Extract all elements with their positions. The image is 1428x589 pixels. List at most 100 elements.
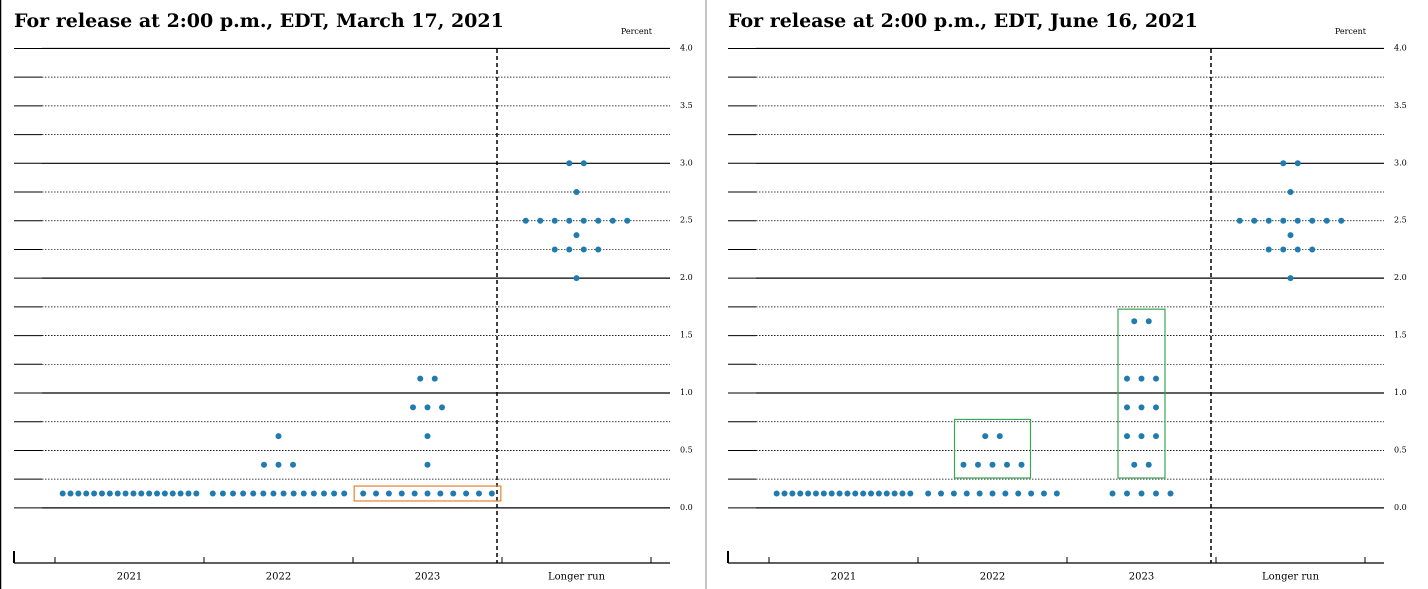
y-tick-label: 1.0 bbox=[680, 388, 693, 397]
dot bbox=[1251, 217, 1258, 224]
x-tick-label: 2021 bbox=[117, 572, 142, 583]
dot bbox=[83, 490, 90, 497]
dot bbox=[398, 490, 405, 497]
dot bbox=[488, 490, 495, 497]
dot bbox=[154, 490, 161, 497]
dot bbox=[230, 490, 237, 497]
dot bbox=[193, 490, 200, 497]
dot bbox=[130, 490, 137, 497]
dot bbox=[1053, 490, 1060, 497]
dot bbox=[1138, 433, 1145, 440]
dot bbox=[624, 217, 631, 224]
dot bbox=[424, 433, 431, 440]
dot bbox=[114, 490, 121, 497]
dot bbox=[424, 490, 431, 497]
dot bbox=[812, 490, 819, 497]
dot bbox=[161, 490, 168, 497]
dot bbox=[122, 490, 129, 497]
y-tick-label: 3.0 bbox=[680, 158, 693, 167]
dot bbox=[1153, 404, 1159, 411]
dot bbox=[310, 490, 317, 497]
dot bbox=[1236, 217, 1243, 224]
dot bbox=[573, 189, 580, 196]
dot bbox=[1265, 217, 1272, 224]
dot bbox=[1309, 246, 1316, 253]
dot bbox=[106, 490, 113, 497]
chart-title: For release at 2:00 p.m., EDT, June 16, … bbox=[728, 10, 1198, 32]
dot bbox=[1131, 318, 1138, 325]
dot bbox=[1280, 217, 1287, 224]
dot bbox=[1018, 461, 1025, 468]
y-tick-label: 1.0 bbox=[1394, 388, 1407, 397]
dot bbox=[982, 433, 989, 440]
dot bbox=[868, 490, 875, 497]
dot bbox=[989, 490, 996, 497]
dot bbox=[1015, 490, 1022, 497]
y-tick-label: 2.5 bbox=[1394, 216, 1407, 225]
y-tick-label: 2.0 bbox=[1394, 273, 1407, 282]
dot bbox=[1153, 375, 1159, 382]
dot bbox=[59, 490, 66, 497]
dot bbox=[1280, 160, 1287, 167]
dot bbox=[820, 490, 827, 497]
dot bbox=[209, 490, 216, 497]
dot bbox=[789, 490, 796, 497]
dot bbox=[595, 217, 602, 224]
dot bbox=[595, 246, 602, 253]
dot bbox=[1167, 490, 1174, 497]
y-axis-label: Percent bbox=[621, 27, 653, 36]
dot bbox=[1309, 217, 1316, 224]
dot bbox=[1131, 461, 1138, 468]
dot bbox=[185, 490, 192, 497]
dot bbox=[573, 232, 580, 239]
x-tick-label: 2022 bbox=[980, 572, 1005, 583]
dot bbox=[976, 490, 983, 497]
dot bbox=[1287, 189, 1294, 196]
dot bbox=[411, 490, 418, 497]
dot bbox=[1138, 490, 1145, 497]
dot bbox=[437, 490, 444, 497]
dot bbox=[551, 246, 558, 253]
dot bbox=[331, 490, 338, 497]
dot bbox=[270, 490, 277, 497]
dot bbox=[475, 490, 482, 497]
dot bbox=[219, 490, 226, 497]
dot bbox=[828, 490, 835, 497]
dot bbox=[1265, 246, 1272, 253]
dot bbox=[1294, 160, 1301, 167]
y-axis-label: Percent bbox=[1335, 27, 1367, 36]
dot bbox=[844, 490, 851, 497]
dot bbox=[1028, 490, 1035, 497]
dot bbox=[566, 217, 573, 224]
dot bbox=[975, 461, 981, 468]
dot bbox=[300, 490, 307, 497]
dot bbox=[883, 490, 890, 497]
dot bbox=[341, 490, 348, 497]
y-tick-label: 2.5 bbox=[680, 216, 693, 225]
dot bbox=[177, 490, 184, 497]
dot bbox=[290, 490, 297, 497]
highlight-box bbox=[953, 418, 1032, 479]
y-tick-label: 3.0 bbox=[1394, 158, 1407, 167]
dot bbox=[1338, 217, 1345, 224]
y-tick-label: 2.0 bbox=[680, 273, 693, 282]
panel: For release at 2:00 p.m., EDT, March 17,… bbox=[13, 10, 693, 583]
dot bbox=[950, 490, 957, 497]
y-tick-label: 0.5 bbox=[1394, 445, 1407, 454]
dot bbox=[899, 490, 906, 497]
dot bbox=[1109, 490, 1116, 497]
y-tick-label: 1.5 bbox=[1394, 331, 1407, 340]
dot bbox=[250, 490, 257, 497]
dot bbox=[566, 160, 573, 167]
dot bbox=[891, 490, 898, 497]
dot bbox=[1040, 490, 1047, 497]
dot bbox=[450, 490, 457, 497]
x-tick-label: 2023 bbox=[415, 572, 440, 583]
dot bbox=[385, 490, 392, 497]
y-tick-label: 4.0 bbox=[1394, 43, 1407, 52]
x-tick-label: 2022 bbox=[266, 572, 291, 583]
dot bbox=[138, 490, 145, 497]
dot bbox=[907, 490, 914, 497]
